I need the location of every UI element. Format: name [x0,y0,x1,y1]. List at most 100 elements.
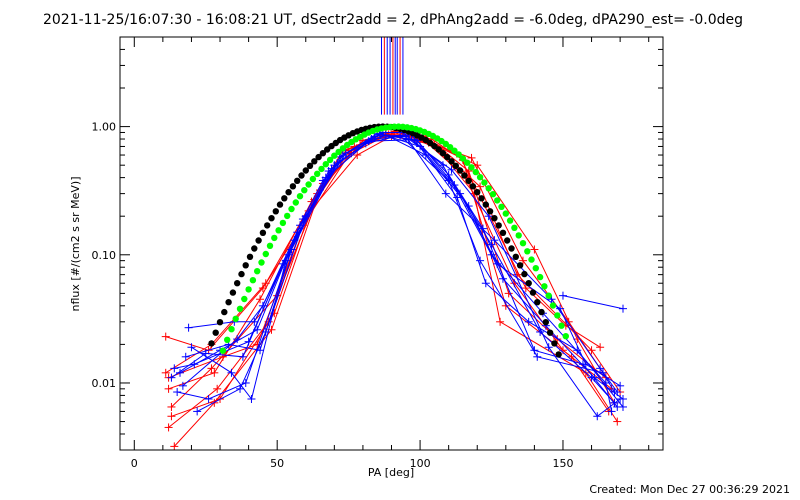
model-point [464,159,471,166]
series-15-blue [178,131,619,397]
model-point [511,224,518,231]
data-point [444,176,453,185]
model-point [512,253,519,260]
data-point [176,368,185,377]
data-point [598,368,607,377]
model-point [232,315,239,322]
data-point [530,346,539,355]
model-point [284,212,291,220]
model-point [451,147,458,154]
data-point [513,270,522,279]
y-axis-label: nflux [#/(cm2 s sr MeV)] [69,177,82,312]
data-point [261,327,270,336]
chart-title: 2021-11-25/16:07:30 - 16:08:21 UT, dSect… [43,12,743,28]
data-point [416,142,425,151]
model-point [306,162,314,169]
data-point [218,352,227,361]
data-point [593,412,602,421]
model-point [495,222,502,229]
model-point [529,289,537,296]
model-point [532,265,539,272]
model-point [268,215,275,222]
model-point [331,152,338,159]
model-point [262,250,269,258]
model-curve-green [219,123,569,354]
data-point [618,402,627,411]
data-point [301,212,310,221]
data-point [178,381,187,390]
data-point [170,364,179,373]
model-point [431,142,438,150]
data-point [341,149,350,158]
model-point [326,156,334,164]
series-line [191,135,618,401]
model-point [241,295,248,303]
data-point [476,256,485,265]
model-point [245,286,252,293]
data-point [581,360,590,369]
series-17-blue [558,291,627,313]
data-point [618,394,627,403]
data-point [556,304,565,313]
data-point [164,384,173,393]
data-point [318,176,327,185]
data-point [238,352,247,361]
model-point [469,183,477,190]
series-7-red [167,128,625,411]
model-point [276,201,284,208]
model-point [481,179,488,186]
data-point [193,407,202,416]
model-point [491,215,498,222]
created-timestamp: Created: Mon Dec 27 00:36:29 2021 [589,483,790,496]
data-point [496,317,505,326]
data-point [167,402,176,411]
data-point [258,284,267,293]
model-point [519,240,527,247]
model-point [335,148,342,156]
model-point [309,175,317,183]
data-point [396,131,405,140]
data-point [487,240,496,249]
data-point [170,442,179,450]
series-2-red [164,132,607,432]
data-point [613,417,622,426]
data-point [544,343,553,352]
series-line [174,133,621,418]
model-point [266,242,274,249]
model-point [221,308,228,316]
data-point [476,182,485,191]
y-tick-label: 1.00 [92,121,117,134]
model-point [275,227,282,234]
x-axis-label: PA [deg] [368,466,414,479]
model-point [259,229,267,236]
data-point [210,368,219,377]
model-point [315,153,322,161]
model-point [296,193,304,200]
model-point [456,167,464,174]
model-point [478,195,485,202]
model-point [435,146,442,153]
data-point [490,236,499,245]
model-point [468,164,475,171]
model-point [506,217,514,224]
model-point [515,232,522,239]
data-point [173,388,182,397]
data-point [464,202,473,211]
data-point [521,284,530,293]
data-point [253,325,262,334]
model-point [459,155,467,162]
series-13-blue [181,128,616,416]
model-point [255,237,262,244]
data-point [250,317,259,326]
model-point [324,146,331,153]
model-point [545,292,552,299]
model-point [525,280,532,287]
y-tick-label: 0.01 [92,377,117,390]
series-10-blue [170,129,625,421]
model-point [289,183,297,190]
data-point [207,364,216,373]
model-point [489,191,497,198]
data-point [247,394,256,403]
model-point [485,185,492,192]
data-point [167,373,176,382]
